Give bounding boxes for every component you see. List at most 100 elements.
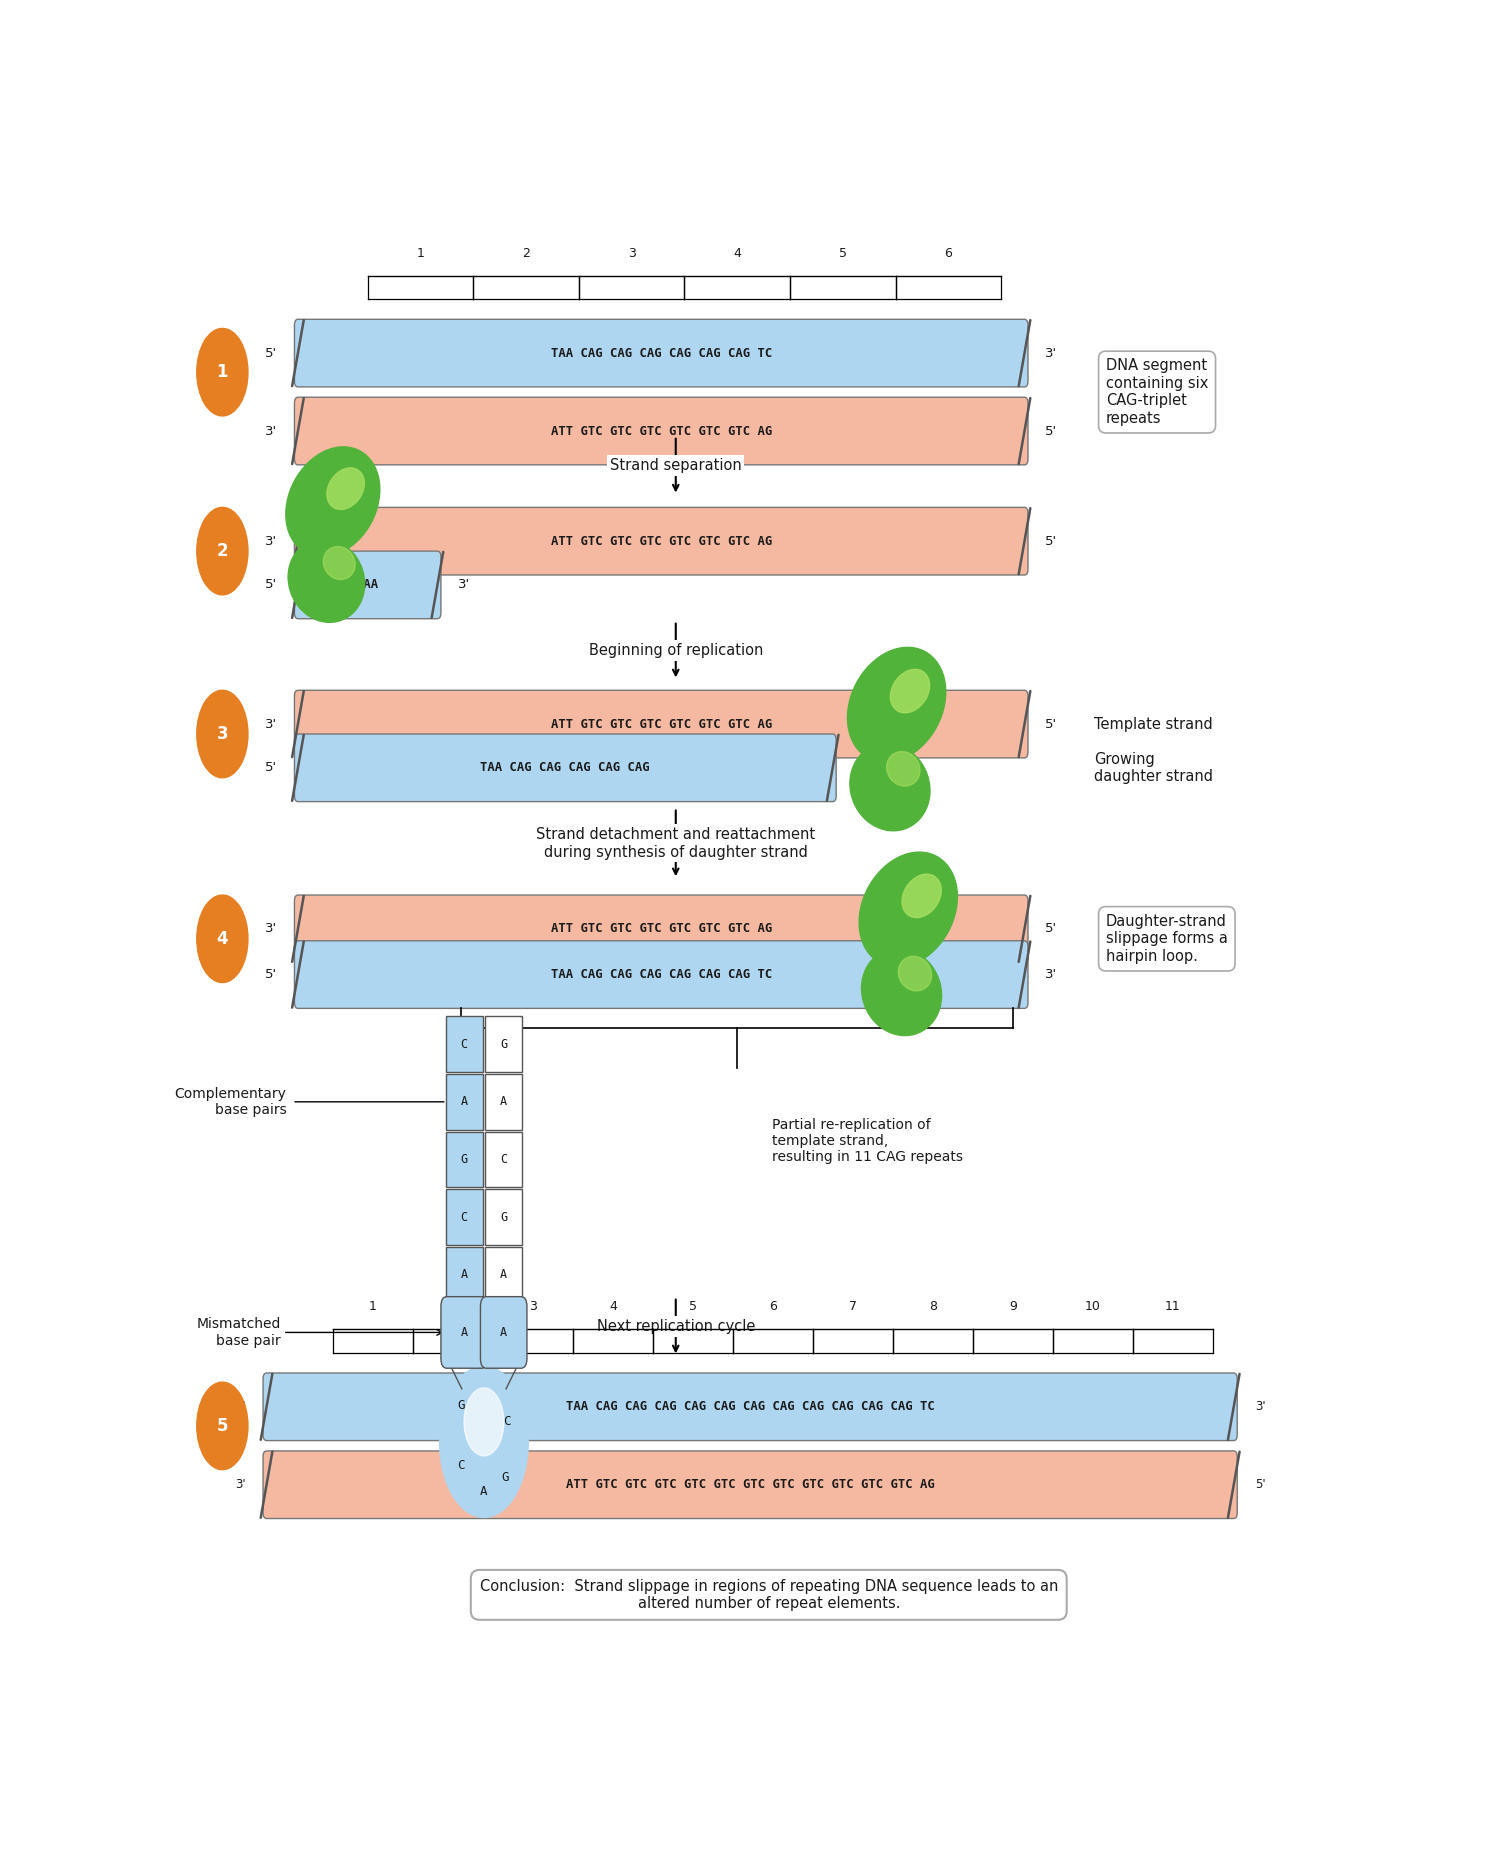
Circle shape: [196, 508, 248, 595]
Text: 5: 5: [216, 1417, 228, 1435]
Text: 3': 3': [266, 718, 278, 731]
Text: Daughter-strand
slippage forms a
hairpin loop.: Daughter-strand slippage forms a hairpin…: [1106, 915, 1227, 963]
Text: 2: 2: [448, 1299, 458, 1312]
FancyBboxPatch shape: [446, 1017, 483, 1073]
Circle shape: [196, 690, 248, 777]
Text: Strand separation: Strand separation: [610, 457, 741, 474]
Text: 2: 2: [216, 543, 228, 560]
Text: 5': 5': [1046, 424, 1058, 437]
Text: 3': 3': [236, 1478, 246, 1491]
FancyBboxPatch shape: [446, 1132, 483, 1188]
FancyBboxPatch shape: [294, 941, 1028, 1008]
Ellipse shape: [288, 539, 364, 623]
Text: 5: 5: [839, 247, 848, 260]
FancyBboxPatch shape: [294, 398, 1028, 465]
Text: Beginning of replication: Beginning of replication: [588, 643, 764, 658]
FancyBboxPatch shape: [446, 1075, 483, 1130]
Text: C: C: [460, 1037, 468, 1050]
Text: ATT GTC GTC GTC GTC GTC GTC AG: ATT GTC GTC GTC GTC GTC GTC AG: [550, 718, 772, 731]
Text: 3: 3: [530, 1299, 537, 1312]
Text: 5': 5': [266, 969, 278, 982]
Text: DNA segment
containing six
CAG-triplet
repeats: DNA segment containing six CAG-triplet r…: [1106, 359, 1209, 426]
Text: 11: 11: [1166, 1299, 1180, 1312]
Text: C: C: [504, 1415, 512, 1428]
FancyBboxPatch shape: [262, 1374, 1238, 1441]
Text: A: A: [480, 1485, 488, 1498]
Text: G: G: [500, 1037, 507, 1050]
FancyBboxPatch shape: [294, 690, 1028, 758]
Text: A: A: [500, 1268, 507, 1281]
Text: Conclusion:  Strand slippage in regions of repeating DNA sequence leads to an
al: Conclusion: Strand slippage in regions o…: [480, 1578, 1058, 1612]
Text: 3: 3: [627, 247, 636, 260]
FancyBboxPatch shape: [480, 1298, 526, 1368]
Text: C: C: [458, 1459, 465, 1472]
Text: 5': 5': [236, 1400, 246, 1413]
Text: 5': 5': [1046, 718, 1058, 731]
FancyBboxPatch shape: [484, 1190, 522, 1246]
Text: 4: 4: [216, 930, 228, 948]
Text: Template strand: Template strand: [1094, 716, 1214, 732]
Text: 3': 3': [1254, 1400, 1266, 1413]
Circle shape: [196, 1381, 248, 1470]
Text: ATT GTC GTC GTC GTC GTC GTC AG: ATT GTC GTC GTC GTC GTC GTC AG: [550, 424, 772, 437]
Circle shape: [196, 329, 248, 416]
Ellipse shape: [861, 948, 942, 1035]
Text: 8: 8: [928, 1299, 938, 1312]
Ellipse shape: [891, 669, 930, 712]
FancyBboxPatch shape: [294, 508, 1028, 574]
Text: 5': 5': [1046, 535, 1058, 548]
Text: 4: 4: [609, 1299, 616, 1312]
Text: 5': 5': [266, 762, 278, 775]
Text: 9: 9: [1010, 1299, 1017, 1312]
Text: 4: 4: [734, 247, 741, 260]
FancyBboxPatch shape: [484, 1132, 522, 1188]
Ellipse shape: [327, 468, 364, 509]
Text: 6: 6: [770, 1299, 777, 1312]
FancyBboxPatch shape: [446, 1190, 483, 1246]
Text: TAA: TAA: [357, 578, 378, 591]
Ellipse shape: [847, 647, 946, 762]
Text: TAA CAG CAG CAG CAG CAG CAG CAG CAG CAG CAG CAG TC: TAA CAG CAG CAG CAG CAG CAG CAG CAG CAG …: [566, 1400, 934, 1413]
Ellipse shape: [886, 751, 920, 786]
Text: 3': 3': [266, 922, 278, 935]
Text: A: A: [500, 1325, 507, 1338]
Circle shape: [196, 894, 248, 983]
Text: 1: 1: [417, 247, 424, 260]
Text: 5': 5': [1254, 1478, 1266, 1491]
Text: 2: 2: [522, 247, 530, 260]
Text: Partial re-replication of
template strand,
resulting in 11 CAG repeats: Partial re-replication of template stran…: [771, 1117, 963, 1164]
Ellipse shape: [324, 547, 356, 580]
Text: Mismatched
base pair: Mismatched base pair: [196, 1318, 280, 1348]
Text: 3': 3': [853, 762, 865, 775]
Text: ATT GTC GTC GTC GTC GTC GTC AG: ATT GTC GTC GTC GTC GTC GTC AG: [550, 922, 772, 935]
FancyBboxPatch shape: [294, 894, 1028, 963]
FancyBboxPatch shape: [294, 320, 1028, 387]
Text: TAA CAG CAG CAG CAG CAG CAG TC: TAA CAG CAG CAG CAG CAG CAG TC: [550, 346, 772, 359]
Ellipse shape: [859, 851, 957, 967]
Text: 5': 5': [266, 578, 278, 591]
Text: C: C: [500, 1153, 507, 1166]
Text: 3': 3': [266, 424, 278, 437]
Text: A: A: [460, 1095, 468, 1108]
FancyBboxPatch shape: [484, 1075, 522, 1130]
Text: G: G: [501, 1470, 509, 1483]
Text: G: G: [460, 1153, 468, 1166]
Text: 7: 7: [849, 1299, 856, 1312]
Text: Strand detachment and reattachment
during synthesis of daughter strand: Strand detachment and reattachment durin…: [536, 827, 816, 859]
Text: Complementary
base pairs: Complementary base pairs: [174, 1088, 286, 1117]
FancyBboxPatch shape: [446, 1247, 483, 1303]
Text: 6: 6: [945, 247, 952, 260]
Text: ATT GTC GTC GTC GTC GTC GTC GTC GTC GTC GTC GTC AG: ATT GTC GTC GTC GTC GTC GTC GTC GTC GTC …: [566, 1478, 934, 1491]
Circle shape: [464, 1389, 504, 1456]
Text: 1: 1: [216, 363, 228, 381]
Ellipse shape: [850, 744, 930, 831]
Ellipse shape: [898, 956, 932, 991]
Text: 3': 3': [459, 578, 471, 591]
Text: Next replication cycle: Next replication cycle: [597, 1320, 754, 1335]
FancyBboxPatch shape: [484, 1247, 522, 1303]
Text: 3': 3': [1046, 346, 1058, 359]
Text: 3': 3': [1046, 969, 1058, 982]
Text: A: A: [460, 1268, 468, 1281]
Text: 3: 3: [216, 725, 228, 744]
FancyBboxPatch shape: [294, 550, 441, 619]
